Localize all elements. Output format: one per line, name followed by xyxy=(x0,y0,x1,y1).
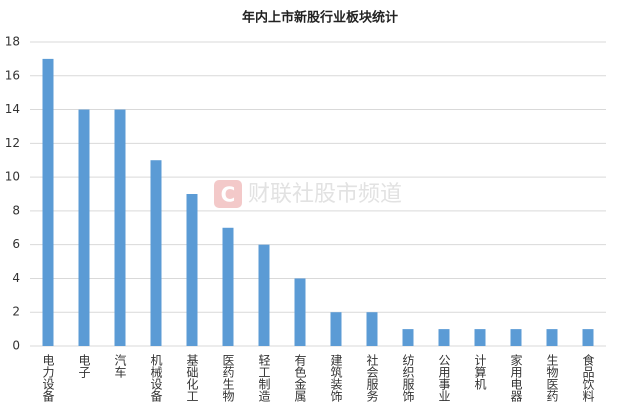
bar xyxy=(186,194,198,346)
bar xyxy=(78,109,90,346)
bar xyxy=(366,312,378,346)
x-tick-label: 医药生物 xyxy=(221,354,235,402)
bar xyxy=(510,329,522,346)
y-tick-label: 12 xyxy=(5,136,20,150)
watermark: 财联社股市频道 xyxy=(248,182,402,207)
bar xyxy=(114,109,126,346)
bar xyxy=(330,312,342,346)
bar xyxy=(474,329,486,346)
bar xyxy=(402,329,414,346)
x-tick-label: 汽车 xyxy=(113,353,127,379)
y-tick-label: 14 xyxy=(5,102,20,116)
bar xyxy=(222,227,234,346)
y-tick-label: 6 xyxy=(12,237,20,251)
x-tick-label: 有色金属 xyxy=(293,354,307,403)
x-tick-label: 纺织服饰 xyxy=(401,354,415,402)
bar xyxy=(546,329,558,346)
x-tick-label: 机械设备 xyxy=(149,354,163,403)
x-tick-label: 建筑装饰 xyxy=(329,354,343,402)
x-tick-label: 公用事业 xyxy=(437,354,451,402)
x-tick-label: 家用电器 xyxy=(509,353,523,403)
x-tick-label: 轻工制造 xyxy=(257,354,271,402)
x-tick-label: 计算机 xyxy=(473,354,487,390)
x-tick-label: 基础化工 xyxy=(185,354,199,402)
x-tick-label: 电子 xyxy=(77,354,91,378)
y-tick-label: 16 xyxy=(5,68,20,82)
bar xyxy=(150,160,162,346)
watermark-logo: C xyxy=(214,180,242,208)
y-tick-label: 2 xyxy=(12,305,20,319)
svg-text:C: C xyxy=(221,183,236,207)
chart-title: 年内上市新股行业板块统计 xyxy=(242,10,398,26)
y-tick-label: 10 xyxy=(5,170,20,184)
bar xyxy=(582,329,594,346)
bar xyxy=(438,329,450,346)
y-tick-label: 18 xyxy=(5,35,20,49)
y-tick-label: 8 xyxy=(12,203,20,217)
x-tick-label: 食品饮料 xyxy=(581,353,595,402)
x-tick-label: 生物医药 xyxy=(545,354,559,402)
x-tick-label: 社会服务 xyxy=(365,353,379,402)
bar xyxy=(258,244,270,346)
bar xyxy=(294,278,306,346)
y-tick-label: 0 xyxy=(12,339,20,353)
y-tick-label: 4 xyxy=(12,271,20,285)
x-tick-label: 电力设备 xyxy=(41,354,55,403)
bar xyxy=(42,58,54,347)
